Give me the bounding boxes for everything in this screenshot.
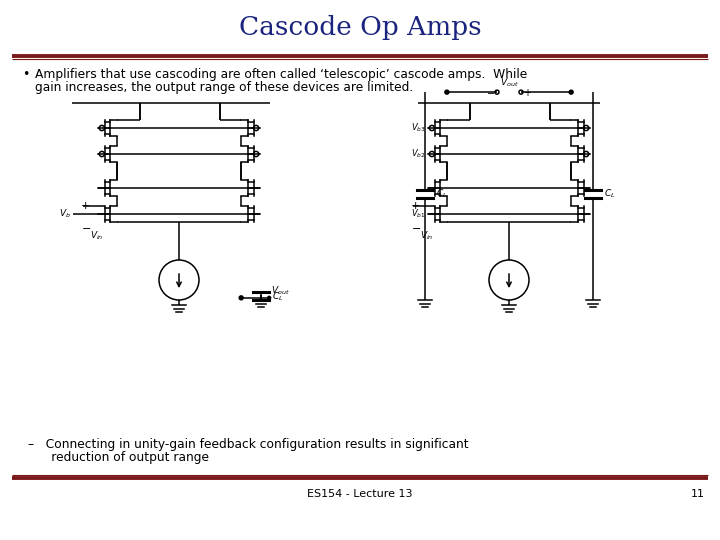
Circle shape bbox=[445, 90, 449, 94]
Circle shape bbox=[239, 296, 243, 300]
Text: $C_L$: $C_L$ bbox=[436, 187, 447, 200]
Text: Amplifiers that use cascoding are often called ‘telescopic’ cascode amps.  While: Amplifiers that use cascoding are often … bbox=[35, 68, 527, 81]
Text: ES154 - Lecture 13: ES154 - Lecture 13 bbox=[307, 489, 413, 499]
Text: $-$: $-$ bbox=[486, 87, 495, 97]
Text: $-$: $-$ bbox=[81, 222, 91, 232]
Circle shape bbox=[268, 296, 271, 299]
Text: $-$: $-$ bbox=[411, 222, 421, 232]
Text: $C_L$: $C_L$ bbox=[272, 290, 284, 303]
Circle shape bbox=[569, 90, 573, 94]
Text: •: • bbox=[22, 68, 30, 81]
Text: $V_{b3}$: $V_{b3}$ bbox=[411, 122, 426, 134]
Text: +: + bbox=[411, 201, 420, 211]
Text: $C_L$: $C_L$ bbox=[604, 187, 616, 200]
Text: Cascode Op Amps: Cascode Op Amps bbox=[239, 15, 481, 39]
Text: $+$: $+$ bbox=[523, 86, 532, 98]
Text: 11: 11 bbox=[691, 489, 705, 499]
Text: reduction of output range: reduction of output range bbox=[28, 451, 209, 464]
Text: $V_{in}$: $V_{in}$ bbox=[420, 229, 433, 241]
Text: $V_{b2}$: $V_{b2}$ bbox=[411, 148, 426, 160]
Text: $V_{b1}$: $V_{b1}$ bbox=[411, 208, 426, 220]
Text: $V_b$: $V_b$ bbox=[59, 208, 71, 220]
Text: $V_{in}$: $V_{in}$ bbox=[90, 229, 104, 241]
Text: $V_{out}$: $V_{out}$ bbox=[271, 285, 290, 297]
Text: –   Connecting in unity-gain feedback configuration results in significant: – Connecting in unity-gain feedback conf… bbox=[28, 438, 469, 451]
Text: +: + bbox=[81, 201, 90, 211]
Text: gain increases, the output range of these devices are limited.: gain increases, the output range of thes… bbox=[35, 81, 413, 94]
Text: $V_{out}$: $V_{out}$ bbox=[500, 77, 518, 89]
